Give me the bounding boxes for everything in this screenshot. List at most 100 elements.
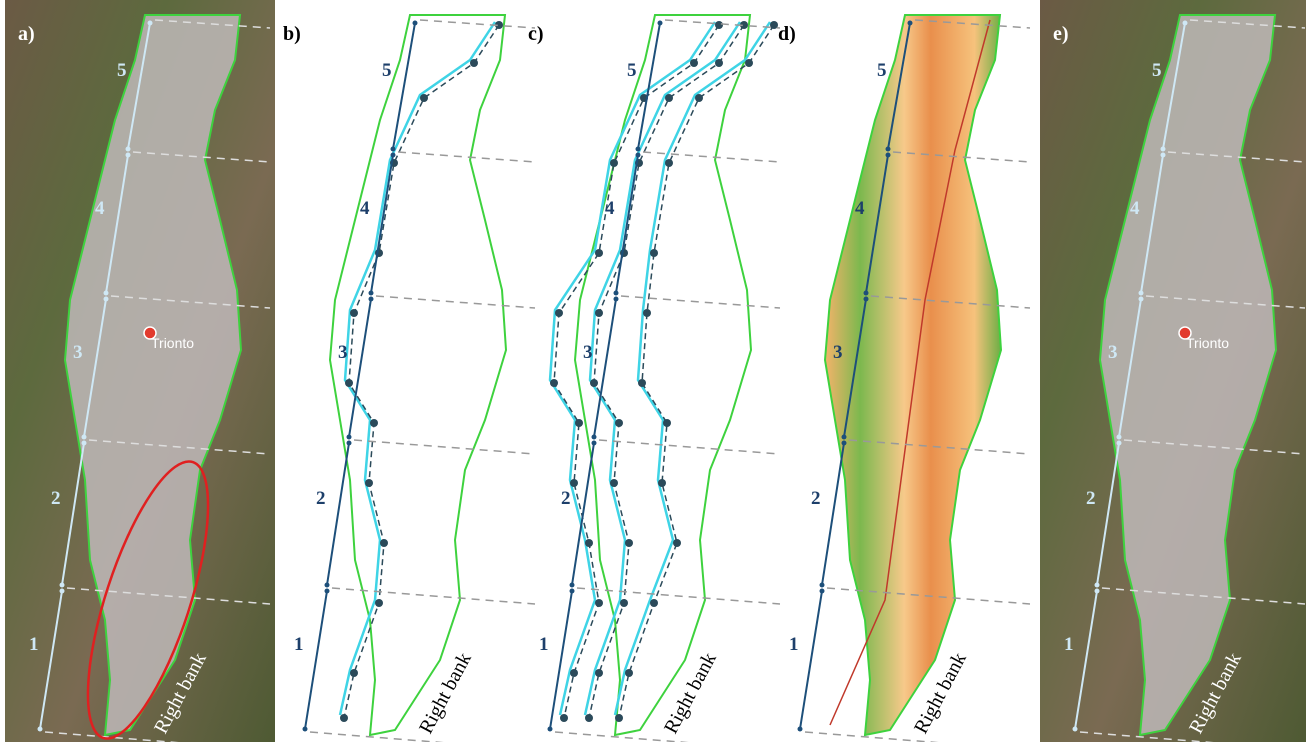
segment-boundary xyxy=(577,588,780,604)
arrow-end xyxy=(104,291,109,296)
arrow-end xyxy=(413,21,418,26)
node xyxy=(638,379,646,387)
arrow-end xyxy=(1161,147,1166,152)
arrow-end xyxy=(347,435,352,440)
segment-arrow xyxy=(616,155,638,293)
node xyxy=(625,669,633,677)
node xyxy=(650,249,658,257)
node xyxy=(345,379,353,387)
arrow-end xyxy=(592,435,597,440)
arrow-end xyxy=(1139,297,1144,302)
river-outline xyxy=(825,15,1001,735)
arrow-end xyxy=(1073,727,1078,732)
node xyxy=(470,59,478,67)
arrow-end xyxy=(325,589,330,594)
node xyxy=(420,94,428,102)
node xyxy=(745,59,753,67)
segment-number: 5 xyxy=(627,60,637,81)
river-outline xyxy=(575,15,751,735)
node xyxy=(380,539,388,547)
node xyxy=(673,539,681,547)
channel xyxy=(550,22,715,715)
node xyxy=(570,479,578,487)
arrow-end xyxy=(908,21,913,26)
arrow-end xyxy=(148,21,153,26)
node xyxy=(340,714,348,722)
node xyxy=(585,539,593,547)
node xyxy=(690,59,698,67)
arrow-end xyxy=(614,291,619,296)
node xyxy=(663,419,671,427)
arrow-end xyxy=(126,153,131,158)
segment-boundary xyxy=(354,440,535,454)
node xyxy=(555,309,563,317)
node xyxy=(590,379,598,387)
segment-arrow xyxy=(800,591,822,729)
segment-number: 2 xyxy=(1086,488,1096,509)
arrow-end xyxy=(1161,153,1166,158)
panel-label: a) xyxy=(18,23,35,45)
arrow-end xyxy=(1183,21,1188,26)
segment-number: 2 xyxy=(51,488,61,509)
node xyxy=(560,714,568,722)
node xyxy=(695,94,703,102)
node xyxy=(595,599,603,607)
arrow-end xyxy=(798,727,803,732)
segment-number: 1 xyxy=(294,634,304,655)
arrow-end xyxy=(347,441,352,446)
segment-number: 5 xyxy=(117,60,127,81)
node xyxy=(615,714,623,722)
segment-boundary xyxy=(398,152,535,162)
segment-boundary xyxy=(805,732,1030,742)
node xyxy=(375,599,383,607)
segment-number: 2 xyxy=(561,488,571,509)
arrow-end xyxy=(38,727,43,732)
node xyxy=(370,419,378,427)
arrow-end xyxy=(548,727,553,732)
segment-boundary xyxy=(599,440,780,454)
arrow-end xyxy=(82,441,87,446)
arrow-end xyxy=(570,589,575,594)
node xyxy=(350,669,358,677)
node xyxy=(643,309,651,317)
channel xyxy=(615,22,770,715)
arrow-end xyxy=(369,297,374,302)
node xyxy=(715,21,723,29)
node xyxy=(585,714,593,722)
segment-arrow xyxy=(371,155,393,293)
arrow-end xyxy=(614,297,619,302)
arrow-end xyxy=(886,153,891,158)
segment-number: 4 xyxy=(1130,198,1140,219)
arrow-end xyxy=(864,297,869,302)
segment-number: 2 xyxy=(316,488,326,509)
arrow-end xyxy=(592,441,597,446)
node xyxy=(595,249,603,257)
node xyxy=(658,479,666,487)
arrow-end xyxy=(126,147,131,152)
place-label: Trionto xyxy=(1186,335,1229,351)
segment-arrow xyxy=(822,443,844,585)
node xyxy=(610,159,618,167)
node xyxy=(595,669,603,677)
node xyxy=(575,419,583,427)
arrow-end xyxy=(60,583,65,588)
segment-number: 4 xyxy=(360,198,370,219)
arrow-end xyxy=(1117,441,1122,446)
node xyxy=(570,669,578,677)
segment-boundary xyxy=(643,152,780,162)
segment-boundary xyxy=(555,732,780,742)
arrow-end xyxy=(1095,589,1100,594)
node xyxy=(610,479,618,487)
panel-label: c) xyxy=(528,23,544,45)
segment-number: 3 xyxy=(338,342,348,363)
panel-label: d) xyxy=(778,23,796,45)
arrow-end xyxy=(864,291,869,296)
segment-number: 5 xyxy=(1152,60,1162,81)
river-outline xyxy=(330,15,506,735)
arrow-end xyxy=(842,435,847,440)
segment-boundary xyxy=(376,296,535,308)
node xyxy=(715,59,723,67)
arrow-end xyxy=(842,441,847,446)
segment-number: 1 xyxy=(789,634,799,655)
panel-label: e) xyxy=(1053,23,1069,45)
